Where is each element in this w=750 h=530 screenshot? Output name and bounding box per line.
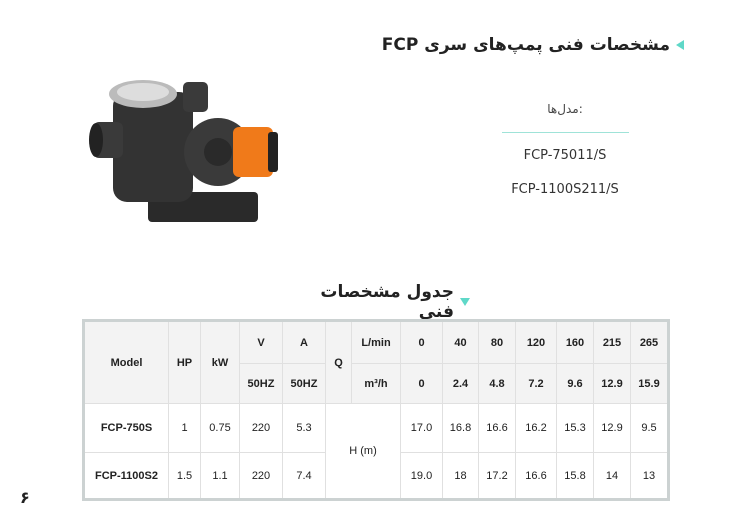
table-title-text: جدول مشخصات فنی: [320, 282, 454, 322]
flow-m3h: 7.2: [515, 363, 557, 404]
head-value: 16.2: [515, 403, 557, 453]
flow-m3h: 15.9: [630, 363, 669, 404]
header-lmin: L/min: [351, 320, 401, 364]
page-title: مشخصات فنی پمپ‌های سری FCP: [382, 35, 684, 55]
flow-lmin: 80: [478, 320, 516, 364]
flow-m3h: 0: [400, 363, 443, 404]
header-v: V: [239, 320, 283, 364]
flow-m3h: 4.8: [478, 363, 516, 404]
flow-lmin: 120: [515, 320, 557, 364]
head-value: 13: [630, 452, 669, 500]
title-text: مشخصات فنی پمپ‌های سری FCP: [381, 35, 670, 55]
triangle-bullet-icon: [676, 40, 684, 50]
row-v: 220: [239, 452, 283, 500]
v-unit: 50HZ: [239, 363, 283, 404]
flow-lmin: 0: [400, 320, 443, 364]
spec-table: Model HP kW V A Q L/min 0 40 80 120 160 …: [82, 319, 670, 501]
row-model: FCP-750S: [83, 403, 169, 453]
header-hp: HP: [168, 320, 201, 404]
header-q: Q: [325, 320, 352, 404]
table-row: FCP-750S 1 0.75 220 5.3 H (m) 17.0 16.8 …: [83, 403, 669, 500]
header-kw: kW: [200, 320, 240, 404]
flow-lmin: 160: [556, 320, 594, 364]
row-a: 7.4: [282, 452, 326, 500]
table-title: جدول مشخصات فنی: [290, 282, 470, 322]
flow-lmin: 215: [593, 320, 631, 364]
triangle-bullet-icon: [460, 298, 470, 306]
model-name: FCP-1100S211/S: [511, 182, 619, 197]
head-value: 15.3: [556, 403, 594, 453]
head-value: 17.2: [478, 452, 516, 500]
head-value: 12.9: [593, 403, 631, 453]
row-kw: 0.75: [200, 403, 240, 453]
head-value: 16.6: [515, 452, 557, 500]
head-value: 17.0: [400, 403, 443, 453]
pump-image: [89, 80, 278, 222]
row-v: 220: [239, 403, 283, 453]
head-value: 16.8: [442, 403, 479, 453]
flow-lmin: 40: [442, 320, 479, 364]
models-label: مدل‌ها:: [547, 102, 583, 116]
a-unit: 50HZ: [282, 363, 326, 404]
head-label: H (m): [325, 403, 401, 500]
flow-lmin: 265: [630, 320, 669, 364]
row-kw: 1.1: [200, 452, 240, 500]
row-a: 5.3: [282, 403, 326, 453]
head-value: 18: [442, 452, 479, 500]
table-row: FCP-1100S2 1.5 1.1 220 7.4 19.0 18 17.2 …: [83, 452, 669, 500]
head-value: 16.6: [478, 403, 516, 453]
header-model: Model: [83, 320, 169, 404]
row-hp: 1.5: [168, 452, 201, 500]
model-name: FCP-75011/S: [523, 148, 607, 163]
flow-m3h: 9.6: [556, 363, 594, 404]
head-value: 14: [593, 452, 631, 500]
flow-m3h: 12.9: [593, 363, 631, 404]
head-value: 9.5: [630, 403, 669, 453]
divider: [502, 132, 629, 133]
header-m3h: m³/h: [351, 363, 401, 404]
flow-m3h: 2.4: [442, 363, 479, 404]
head-value: 19.0: [400, 452, 443, 500]
header-a: A: [282, 320, 326, 364]
page-number: ۶: [20, 488, 30, 507]
head-value: 15.8: [556, 452, 594, 500]
row-model: FCP-1100S2: [83, 452, 169, 500]
row-hp: 1: [168, 403, 201, 453]
